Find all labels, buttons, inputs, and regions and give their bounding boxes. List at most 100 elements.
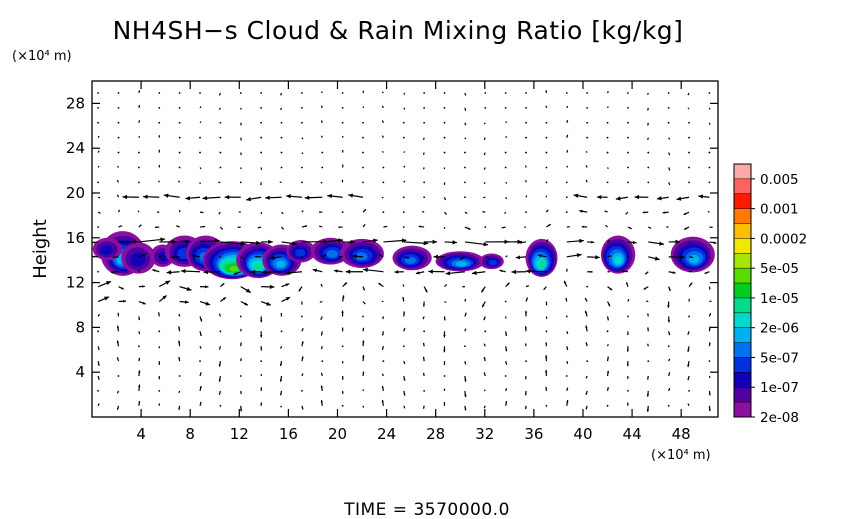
cloud-contour (455, 261, 468, 267)
wind-vector-head (245, 288, 251, 293)
wind-vector-head (176, 225, 178, 227)
wind-vector-head (158, 377, 160, 380)
wind-vector-head (568, 226, 570, 228)
wind-vector-head (507, 282, 510, 286)
wind-vector-head (707, 211, 709, 213)
wind-vector-head (363, 288, 365, 291)
wind-vector-head (543, 287, 546, 290)
wind-vector-head (312, 268, 318, 273)
wind-vector (463, 166, 466, 169)
wind-vector-head (362, 371, 365, 374)
cloud-blob (600, 235, 636, 274)
wind-vector-head (646, 300, 648, 302)
wind-vector (178, 92, 181, 94)
colorbar-label: 0.005 (760, 172, 799, 188)
wind-vector-head (321, 105, 323, 107)
wind-vector-head (224, 194, 230, 200)
wind-vector-head (452, 240, 458, 245)
wind-vector (178, 151, 181, 154)
wind-vector (443, 136, 446, 139)
wind-vector (300, 92, 303, 94)
wind-vector-head (302, 328, 304, 330)
wind-vector-head (121, 287, 124, 290)
colorbar-swatch (734, 357, 751, 373)
wind-vector-head (254, 255, 258, 258)
wind-vector (627, 151, 629, 154)
wind-vector (362, 136, 364, 139)
x-tick-label: 48 (672, 425, 691, 443)
wind-vector-head (423, 407, 425, 409)
cloud-contour (295, 249, 306, 257)
wind-vector-head (240, 139, 242, 141)
wind-vector-head (683, 212, 687, 215)
wind-vector-head (421, 256, 424, 258)
wind-vector-head (338, 238, 344, 243)
wind-vector-head (467, 227, 471, 230)
wind-vector-head (464, 328, 466, 330)
wind-vector-head (471, 270, 477, 276)
wind-vector-head (546, 209, 549, 212)
wind-vector (362, 121, 364, 124)
wind-vector-head (117, 194, 119, 196)
wind-vector (97, 106, 100, 109)
wind-vector-head (566, 150, 568, 152)
wind-vector-head (668, 372, 670, 375)
wind-vector-head (158, 312, 160, 315)
wind-vector-head (138, 136, 140, 137)
colorbar-label: 5e-05 (760, 261, 799, 277)
wind-vector (688, 151, 690, 154)
wind-vector-head (481, 289, 485, 293)
wind-vector (504, 151, 507, 154)
colorbar-frame (733, 163, 752, 418)
wind-vector-head (98, 403, 100, 405)
wind-vector (504, 166, 507, 169)
wind-vector-head (708, 393, 711, 396)
wind-vector-head (662, 211, 666, 214)
wind-vector (688, 121, 690, 124)
wind-vector (647, 360, 650, 363)
wind-vector-head (432, 239, 438, 245)
wind-vector-head (404, 165, 405, 167)
wind-vector-head (301, 356, 304, 359)
wind-vector-head (675, 239, 680, 245)
wind-vector-head (301, 303, 303, 305)
wind-vector-head (320, 333, 323, 336)
wind-vector-head (200, 168, 202, 169)
y-tick-label: 4 (75, 363, 85, 381)
wind-vector-head (122, 194, 128, 200)
wind-vector (300, 390, 303, 392)
wind-vector-head (158, 403, 160, 405)
wind-vector-head (688, 403, 689, 405)
wind-vector-head (466, 212, 468, 214)
wind-vector-head (668, 168, 670, 171)
colorbar-swatch (734, 193, 751, 210)
wind-vector (423, 92, 426, 94)
wind-vector-head (505, 401, 508, 404)
wind-vector-head (579, 209, 583, 213)
wind-vector (402, 211, 405, 214)
wind-vector-head (403, 327, 406, 330)
wind-vector-head (443, 334, 446, 338)
wind-vector-head (607, 168, 609, 169)
wind-vector-head (545, 342, 547, 344)
wind-vector-head (160, 237, 166, 242)
wind-vector-head (138, 332, 140, 335)
x-tick-label: 32 (475, 425, 494, 443)
wind-vector-head (382, 91, 384, 93)
wind-vector (362, 181, 364, 184)
wind-vector-head (484, 123, 485, 124)
wind-vector-head (499, 269, 503, 273)
wind-vector (382, 166, 385, 169)
wind-vector-head (205, 301, 211, 306)
wind-vector (423, 196, 426, 199)
wind-vector-head (647, 93, 649, 95)
wind-vector (117, 121, 120, 124)
wind-vector-head (505, 198, 507, 199)
y-tick-label: 24 (66, 139, 85, 157)
wind-vector-head (687, 349, 690, 352)
wind-vector (586, 136, 589, 139)
wind-vector-head (445, 284, 447, 286)
wind-vector-head (487, 256, 489, 258)
wind-vector-head (483, 318, 486, 321)
wind-vector-head (363, 389, 364, 391)
